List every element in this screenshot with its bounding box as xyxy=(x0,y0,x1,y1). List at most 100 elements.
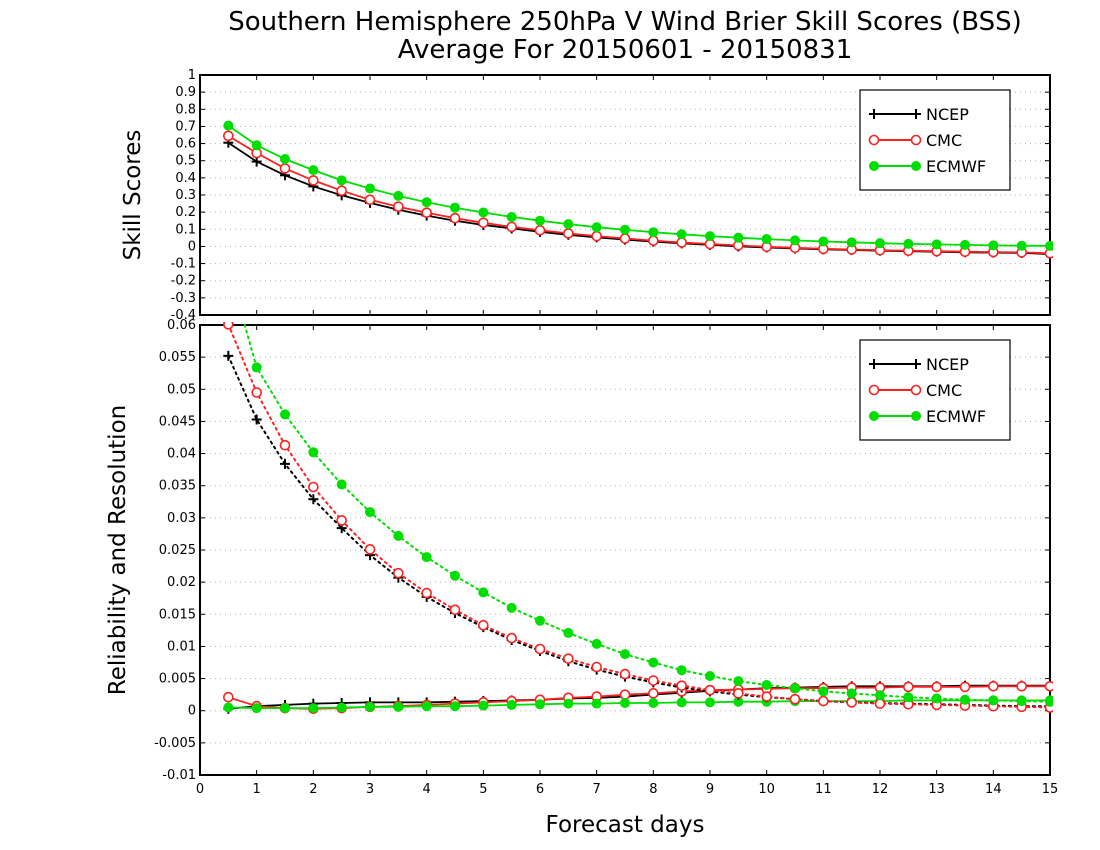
data-point-ncep xyxy=(280,458,290,469)
data-point-cmc xyxy=(393,201,404,212)
data-point-ecmwf xyxy=(1045,240,1053,251)
data-point-ecmwf xyxy=(818,236,829,247)
y-tick-label: 0.02 xyxy=(167,575,196,590)
data-point-ncep xyxy=(911,109,921,119)
data-point-ecmwf xyxy=(733,232,744,243)
legend-item-ecmwf: ECMWF xyxy=(869,157,986,176)
data-point-cmc xyxy=(619,233,631,244)
data-point-cmc xyxy=(910,134,922,146)
data-point-cmc xyxy=(336,515,347,526)
data-point-cmc xyxy=(591,661,602,673)
data-point-ecmwf xyxy=(869,161,879,171)
legend-item-ncep: NCEP xyxy=(869,105,969,124)
data-point-ecmwf xyxy=(308,703,319,714)
data-point-ecmwf xyxy=(733,676,744,687)
data-point-ecmwf xyxy=(421,701,432,712)
y-tick-label: -0.3 xyxy=(171,291,196,306)
data-point-ecmwf xyxy=(393,190,404,201)
y-tick-label: -0.4 xyxy=(171,308,196,323)
data-point-cmc xyxy=(279,439,291,451)
data-point-cmc xyxy=(619,689,631,700)
data-point-ecmwf xyxy=(903,692,914,703)
data-point-cmc xyxy=(364,544,376,555)
data-point-cmc xyxy=(676,680,687,691)
legend-label: CMC xyxy=(926,381,962,400)
series-group xyxy=(223,322,1053,715)
x-tick-label: 13 xyxy=(928,782,945,797)
data-point-ecmwf xyxy=(421,197,432,208)
y-tick-label: 0.055 xyxy=(159,350,196,365)
data-point-ecmwf xyxy=(705,671,715,681)
data-point-ecmwf xyxy=(875,238,885,249)
data-point-ecmwf xyxy=(535,615,545,626)
data-point-ecmwf xyxy=(450,202,460,213)
data-point-ecmwf xyxy=(620,649,630,660)
data-point-cmc xyxy=(308,175,319,186)
y-tick-label: 0.025 xyxy=(159,543,196,558)
data-point-ecmwf xyxy=(478,587,489,598)
data-point-ecmwf xyxy=(563,627,574,638)
data-point-ecmwf xyxy=(251,362,262,373)
legend: NCEP CMC ECMWF xyxy=(859,89,1011,191)
data-point-cmc xyxy=(506,632,517,644)
data-point-ecmwf xyxy=(336,702,347,713)
data-point-ecmwf xyxy=(1016,696,1027,707)
data-point-ecmwf xyxy=(591,222,602,233)
data-point-ecmwf xyxy=(960,694,970,705)
data-point-ncep xyxy=(869,359,879,369)
y-tick-label: 0.015 xyxy=(159,607,196,622)
data-point-ecmwf xyxy=(648,698,659,708)
y-tick-label: 0.04 xyxy=(167,447,196,462)
data-point-ecmwf xyxy=(280,409,290,420)
x-tick-label: 12 xyxy=(872,782,889,797)
data-point-cmc xyxy=(393,567,404,579)
data-point-ecmwf xyxy=(931,693,942,704)
data-point-cmc xyxy=(563,228,574,239)
data-point-ncep xyxy=(308,494,319,505)
y-tick-label: 0.045 xyxy=(159,414,196,429)
data-point-cmc xyxy=(818,695,829,707)
data-point-cmc xyxy=(308,481,319,493)
data-point-cmc xyxy=(478,619,489,631)
legend-label: ECMWF xyxy=(926,407,986,426)
plot-frame xyxy=(199,324,1051,776)
legend-item-cmc: CMC xyxy=(868,131,962,150)
data-point-ecmwf xyxy=(535,699,545,710)
data-point-ecmwf xyxy=(988,695,999,706)
data-point-ecmwf xyxy=(478,700,489,711)
y-tick-label: 0.4 xyxy=(175,171,196,186)
x-tick-label: 8 xyxy=(649,782,657,797)
x-tick-label: 3 xyxy=(366,782,374,797)
data-point-cmc xyxy=(251,387,262,398)
data-point-cmc xyxy=(478,217,489,229)
y-tick-label: 0.1 xyxy=(175,222,196,237)
data-point-ecmwf xyxy=(535,215,545,226)
data-point-cmc xyxy=(676,237,687,248)
data-point-cmc xyxy=(704,684,716,696)
data-point-cmc xyxy=(563,653,574,664)
data-point-ecmwf xyxy=(875,690,885,701)
data-point-ncep xyxy=(251,414,262,425)
data-point-ecmwf xyxy=(506,211,517,222)
data-point-ecmwf xyxy=(365,507,375,518)
data-point-ecmwf xyxy=(280,703,290,714)
y-tick-label: 0.2 xyxy=(175,205,196,220)
data-point-cmc xyxy=(421,207,432,218)
data-point-cmc xyxy=(846,697,857,708)
legend: NCEP CMC ECMWF xyxy=(859,339,1011,441)
data-point-ecmwf xyxy=(960,239,970,250)
data-point-ecmwf xyxy=(846,688,857,699)
x-tick-label: 9 xyxy=(706,782,714,797)
y-tick-label: 0.035 xyxy=(159,479,196,494)
series-group xyxy=(223,120,1053,260)
y-tick-label: 0.03 xyxy=(167,511,196,526)
y-tick-label: 0 xyxy=(188,239,196,254)
data-point-cmc xyxy=(364,194,376,206)
data-point-ecmwf xyxy=(790,683,800,694)
data-point-cmc xyxy=(591,230,602,242)
data-point-ecmwf xyxy=(336,175,347,186)
data-point-ecmwf xyxy=(761,234,772,245)
y-tick-label: 0 xyxy=(188,704,196,719)
data-point-ecmwf xyxy=(676,665,687,676)
